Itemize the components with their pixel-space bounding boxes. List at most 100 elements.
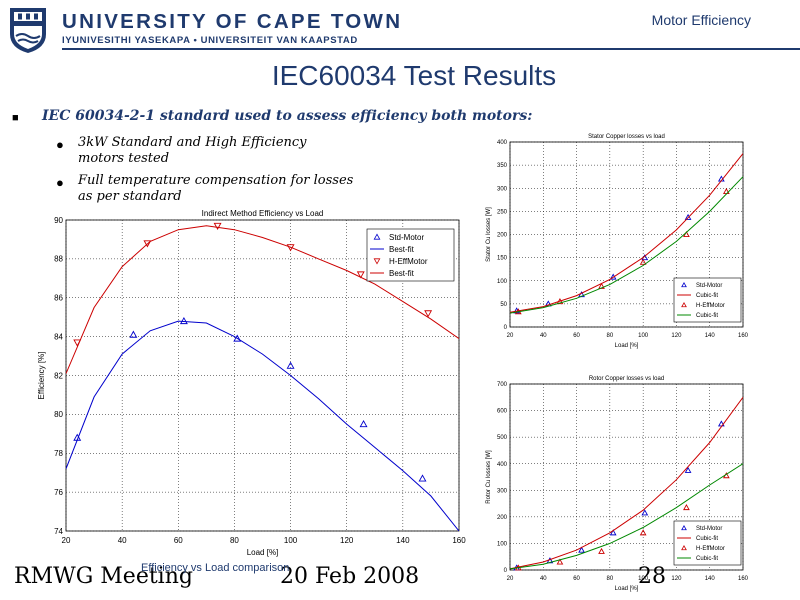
- legend-label: Best-fit: [389, 245, 415, 254]
- series-line-3: [510, 463, 743, 570]
- legend-label: Cubic-fit: [696, 293, 718, 299]
- legend-label: H-EffMotor: [696, 303, 725, 309]
- y-tick-label: 350: [497, 163, 508, 169]
- series-line-1: [510, 153, 743, 313]
- data-point: [233, 334, 242, 342]
- x-tick-label: 40: [540, 576, 547, 582]
- university-subtitle: IYUNIVESITHI YASEKAPA • UNIVERSITEIT VAN…: [62, 35, 358, 46]
- bullet-icon: ●: [56, 175, 64, 190]
- data-point: [179, 316, 188, 325]
- legend-box: [366, 228, 455, 282]
- legend-label: Std-Motor: [696, 526, 722, 532]
- legend-label: H-EffMotor: [696, 546, 725, 552]
- x-tick-label: 120: [671, 333, 682, 339]
- x-axis-label: Load [%]: [247, 548, 279, 557]
- y-tick-label: 200: [497, 515, 508, 521]
- y-tick-label: 74: [54, 527, 63, 536]
- y-tick-label: 88: [54, 255, 63, 264]
- x-axis-label: Load [%]: [615, 343, 639, 349]
- y-tick-label: 86: [54, 294, 63, 303]
- x-tick-label: 80: [607, 576, 614, 582]
- y-axis-label: Rotor Cu losses [W]: [486, 450, 492, 504]
- x-tick-label: 120: [671, 576, 682, 582]
- x-tick-label: 140: [705, 333, 716, 339]
- slide-title: IEC60034 Test Results: [271, 60, 557, 91]
- data-point: [683, 504, 690, 511]
- data-point: [684, 466, 692, 473]
- footer-meeting: RMWG Meeting: [14, 564, 193, 589]
- y-tick-label: 300: [497, 186, 508, 192]
- y-tick-label: 200: [497, 233, 508, 239]
- x-tick-label: 100: [638, 576, 649, 582]
- data-point: [598, 547, 605, 554]
- data-point: [556, 298, 564, 305]
- y-tick-label: 100: [497, 542, 508, 548]
- data-point: [684, 213, 692, 220]
- x-tick-label: 40: [540, 333, 547, 339]
- header-divider: [62, 48, 800, 50]
- sub-bullet-2: Full temperature compensation for losses…: [78, 173, 353, 205]
- series-line-1: [510, 397, 743, 570]
- y-tick-label: 0: [504, 325, 508, 331]
- legend-swatch-marker: [373, 258, 381, 265]
- series-line-3: [510, 176, 743, 314]
- x-tick-label: 100: [284, 536, 298, 545]
- x-tick-label: 80: [607, 333, 614, 339]
- x-axis-label: Load [%]: [615, 586, 639, 592]
- data-point: [356, 271, 365, 279]
- y-tick-label: 600: [497, 409, 508, 415]
- y-tick-label: 400: [497, 140, 508, 146]
- x-tick-label: 160: [452, 536, 466, 545]
- y-tick-label: 76: [54, 488, 63, 497]
- data-point: [641, 509, 649, 516]
- y-tick-label: 700: [497, 382, 508, 388]
- data-point: [556, 558, 564, 565]
- bullet-icon: ■: [12, 112, 19, 124]
- chart-title: Indirect Method Efficiency vs Load: [202, 209, 324, 218]
- data-point: [418, 474, 427, 482]
- x-tick-label: 120: [340, 536, 354, 545]
- x-tick-label: 60: [174, 536, 183, 545]
- x-tick-label: 140: [705, 576, 716, 582]
- y-tick-label: 100: [497, 279, 508, 285]
- data-point: [578, 546, 585, 553]
- y-tick-label: 82: [54, 371, 63, 380]
- y-tick-label: 78: [54, 449, 63, 458]
- series-line-3: [66, 225, 459, 374]
- x-tick-label: 60: [573, 576, 580, 582]
- x-tick-label: 100: [638, 333, 649, 339]
- x-tick-label: 20: [62, 536, 71, 545]
- plot-frame: [65, 219, 460, 532]
- y-tick-label: 400: [497, 462, 508, 468]
- x-tick-label: 140: [396, 536, 410, 545]
- data-point: [129, 330, 138, 338]
- sub-bullet-1-line1: 3kW Standard and High Efficiency: [78, 135, 307, 150]
- legend-label: Cubic-fit: [696, 313, 718, 319]
- legend-swatch-marker: [373, 233, 381, 240]
- x-tick-label: 20: [507, 576, 514, 582]
- sub-bullet-2-line2: as per standard: [78, 189, 182, 204]
- x-tick-label: 80: [230, 536, 239, 545]
- plot-frame: [509, 141, 744, 328]
- data-point: [639, 258, 647, 265]
- bullet-icon: ●: [56, 137, 64, 152]
- y-tick-label: 80: [54, 410, 63, 419]
- x-tick-label: 20: [507, 333, 514, 339]
- footer-page-number: 28: [638, 564, 666, 589]
- university-name: UNIVERSITY OF CAPE TOWN: [62, 10, 403, 33]
- legend-swatch-marker: [681, 301, 687, 308]
- legend-swatch-marker: [681, 281, 687, 288]
- legend-swatch-marker: [681, 524, 687, 531]
- data-point: [359, 419, 368, 428]
- x-tick-label: 60: [573, 333, 580, 339]
- footer-caption: Efficiency vs Load comparison: [141, 562, 290, 574]
- data-point: [213, 222, 222, 230]
- uct-crest-icon: [8, 6, 48, 54]
- x-tick-label: 160: [738, 333, 749, 339]
- legend-label: Std-Motor: [389, 233, 424, 242]
- y-tick-label: 84: [54, 332, 63, 341]
- data-point: [424, 310, 433, 318]
- y-tick-label: 300: [497, 488, 508, 494]
- sub-bullet-1: 3kW Standard and High Efficiency motors …: [78, 135, 307, 167]
